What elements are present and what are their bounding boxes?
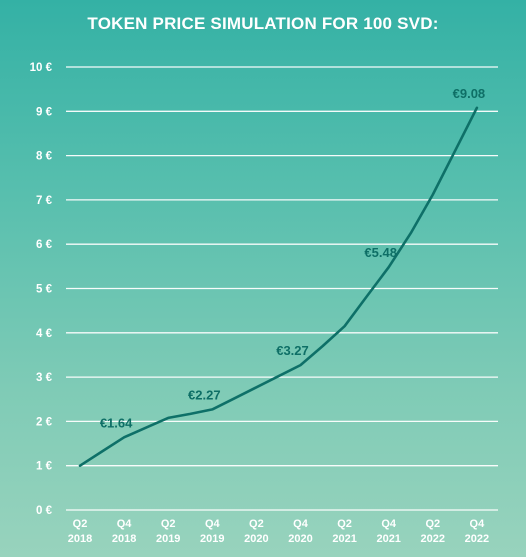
x-tick-label-year: 2022 bbox=[421, 533, 445, 545]
x-tick-label-year: 2021 bbox=[332, 533, 356, 545]
x-tick-label-year: 2019 bbox=[200, 533, 224, 545]
data-label: €1.64 bbox=[100, 415, 133, 430]
y-tick-label: 6 € bbox=[36, 239, 53, 251]
x-tick-label-quarter: Q4 bbox=[117, 518, 133, 530]
chart-title: TOKEN PRICE SIMULATION FOR 100 SVD: bbox=[87, 14, 439, 33]
y-tick-label: 0 € bbox=[36, 505, 53, 517]
data-label: €5.48 bbox=[364, 245, 397, 260]
x-tick-label-quarter: Q4 bbox=[470, 518, 486, 530]
x-tick-label-quarter: Q2 bbox=[425, 518, 440, 530]
y-tick-label: 1 € bbox=[36, 461, 53, 473]
y-tick-label: 3 € bbox=[36, 372, 53, 384]
x-tick-label-year: 2021 bbox=[376, 533, 400, 545]
y-axis-ticks: 0 € 1 € 2 € 3 € 4 € 5 € 6 € 7 € 8 € 9 € 10 € bbox=[30, 62, 53, 517]
x-tick-label-quarter: Q4 bbox=[293, 518, 309, 530]
y-tick-label: 8 € bbox=[36, 151, 53, 163]
gridlines bbox=[66, 66, 498, 511]
x-tick-label-year: 2018 bbox=[112, 533, 136, 545]
x-tick-label-year: 2019 bbox=[156, 533, 180, 545]
y-tick-label: 10 € bbox=[30, 62, 53, 74]
price-series-line bbox=[78, 106, 479, 468]
y-tick-label: 7 € bbox=[36, 195, 53, 207]
x-tick-label-quarter: Q2 bbox=[161, 518, 176, 530]
y-tick-label: 5 € bbox=[36, 284, 53, 296]
data-label: €2.27 bbox=[188, 387, 221, 402]
series-layer bbox=[78, 106, 479, 468]
x-tick-label-quarter: Q4 bbox=[205, 518, 221, 530]
x-tick-label-year: 2020 bbox=[288, 533, 312, 545]
x-tick-label-quarter: Q2 bbox=[249, 518, 264, 530]
x-tick-label-year: 2018 bbox=[68, 533, 92, 545]
data-label: €9.08 bbox=[453, 86, 486, 101]
y-tick-label: 4 € bbox=[36, 328, 53, 340]
x-tick-label-quarter: Q2 bbox=[73, 518, 88, 530]
data-labels: €1.64 €2.27 €3.27 €5.48 €9.08 bbox=[100, 86, 485, 431]
x-axis-ticks: Q2 2018 Q4 2018 Q2 2019 Q4 2019 Q2 2020 Q4 2020 Q2 20… bbox=[68, 518, 489, 545]
x-tick-label-quarter: Q4 bbox=[381, 518, 397, 530]
x-tick-label-year: 2020 bbox=[244, 533, 268, 545]
y-tick-label: 2 € bbox=[36, 416, 53, 428]
x-tick-label-quarter: Q2 bbox=[337, 518, 352, 530]
y-tick-label: 9 € bbox=[36, 106, 53, 118]
x-tick-label-year: 2022 bbox=[465, 533, 489, 545]
data-label: €3.27 bbox=[276, 343, 309, 358]
